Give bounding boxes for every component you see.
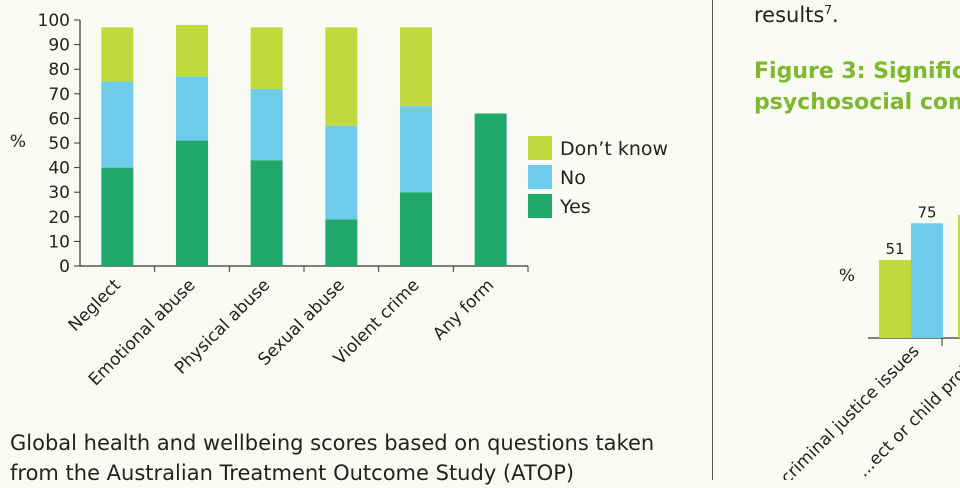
- y-tick-label: 50: [48, 134, 70, 154]
- column-divider: [712, 0, 713, 480]
- legend-swatch: [528, 165, 552, 189]
- bar-segment: [250, 160, 283, 266]
- y-tick-label: 10: [48, 232, 70, 252]
- results-period: .: [832, 3, 839, 27]
- bar: [911, 223, 943, 338]
- bar-segment: [176, 140, 208, 266]
- figure-3-title-line-2: psychosocial complexities: [754, 90, 960, 115]
- y-axis-label: %: [10, 132, 26, 152]
- figure-3-title-line-1: Figure 3: Significant: [754, 59, 960, 84]
- caption-line-1: Global health and wellbeing scores based…: [10, 431, 655, 455]
- y-tick-label: 100: [38, 11, 70, 31]
- bar-segment: [400, 27, 432, 107]
- footnote-ref: 7: [824, 3, 832, 17]
- results-text: results7.: [754, 3, 839, 27]
- y-axis-label: %: [839, 266, 855, 286]
- y-tick-label: 20: [48, 208, 70, 228]
- bar-segment: [101, 81, 134, 168]
- bar: [879, 259, 911, 338]
- data-label: 75: [917, 203, 936, 221]
- y-tick-label: 40: [48, 159, 70, 179]
- bar-segment: [325, 27, 358, 126]
- legend-label: Don’t know: [560, 138, 668, 160]
- bar-segment: [176, 24, 208, 77]
- bar-segment: [250, 88, 283, 161]
- chart-caption: Global health and wellbeing scores based…: [10, 428, 700, 488]
- bar-segment: [474, 113, 507, 266]
- legend-swatch: [528, 194, 552, 218]
- legend-label: Yes: [559, 196, 591, 218]
- legend-label: No: [560, 167, 586, 189]
- data-label: 51: [885, 240, 904, 258]
- bar-segment: [101, 167, 134, 266]
- bar-segment: [101, 27, 134, 82]
- figure-3-title: Figure 3: Significant psychosocial compl…: [754, 56, 960, 118]
- y-tick-label: 60: [48, 109, 70, 129]
- y-tick-label: 70: [48, 85, 70, 105]
- y-tick-label: 30: [48, 183, 70, 203]
- bar-segment: [400, 192, 432, 266]
- stacked-bar-chart: 0102030405060708090100%NeglectEmotional …: [10, 11, 668, 390]
- bar: [958, 215, 960, 338]
- y-tick-label: 80: [48, 60, 70, 80]
- x-tick-label: criminal justice issues: [777, 341, 924, 480]
- bar-segment: [325, 125, 358, 220]
- y-tick-label: 0: [59, 257, 70, 277]
- bar-segment: [176, 76, 208, 141]
- legend-swatch: [528, 136, 552, 160]
- y-tick-label: 90: [48, 36, 70, 56]
- bar-segment: [250, 27, 283, 89]
- caption-line-2: from the Australian Treatment Outcome St…: [10, 461, 575, 485]
- results-word: results: [754, 3, 825, 27]
- bar-segment: [400, 106, 432, 193]
- bar-segment: [325, 219, 358, 266]
